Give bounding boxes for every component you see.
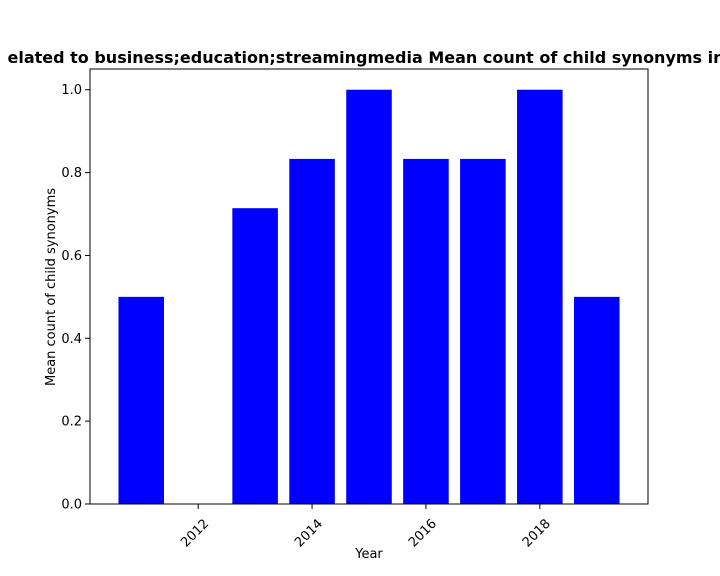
- bar-2018: [517, 89, 563, 504]
- bar-2013: [232, 208, 278, 504]
- y-tick-label: 0.0: [61, 498, 82, 513]
- x-tick-label: 2014: [292, 516, 326, 550]
- bars-group: [118, 89, 620, 504]
- bar-2019: [573, 296, 620, 504]
- bar-2015: [346, 89, 392, 504]
- y-tick-label: 0.2: [61, 415, 82, 430]
- y-axis-label: Mean count of child synonyms: [44, 188, 59, 386]
- y-tick-label: 0.4: [61, 332, 82, 347]
- bar-2017: [460, 158, 506, 504]
- y-tick-label: 1.0: [61, 83, 82, 98]
- bar-2011: [118, 296, 165, 504]
- x-axis-ticks: 2012 2014 2016 2018: [178, 504, 554, 550]
- bar-2016: [403, 158, 449, 504]
- bar-2014: [289, 158, 335, 504]
- x-tick-label: 2018: [520, 516, 554, 550]
- x-tick-label: 2012: [178, 516, 212, 550]
- plot-frame: [89, 68, 649, 505]
- x-tick-label: 2016: [406, 516, 440, 550]
- y-tick-label: 0.8: [61, 166, 82, 181]
- y-tick-label: 0.6: [61, 249, 82, 264]
- x-axis-label: Year: [354, 547, 383, 562]
- y-axis-ticks: 0.0 0.2 0.4 0.6 0.8 1.0: [61, 83, 90, 513]
- chart-title: elated to business;education;streamingme…: [7, 48, 720, 67]
